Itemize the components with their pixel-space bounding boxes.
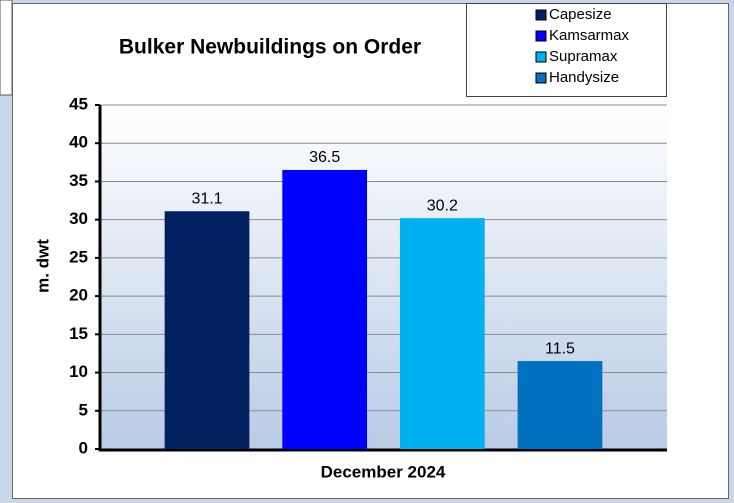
legend-swatch bbox=[535, 9, 547, 21]
y-tick-label: 30 bbox=[69, 209, 88, 228]
y-tick-label: 40 bbox=[69, 133, 88, 152]
bar bbox=[164, 211, 250, 449]
bar bbox=[399, 218, 485, 449]
legend-label: Supramax bbox=[549, 48, 618, 65]
x-axis-label: December 2024 bbox=[321, 462, 446, 481]
y-tick-label: 35 bbox=[69, 171, 88, 190]
legend-swatch bbox=[535, 72, 547, 84]
y-tick-label: 15 bbox=[69, 324, 88, 343]
bar bbox=[282, 169, 368, 449]
legend-label: Kamsarmax bbox=[549, 27, 630, 44]
legend-label: Capesize bbox=[549, 6, 612, 23]
y-tick-label: 5 bbox=[79, 400, 88, 419]
y-tick-label: 25 bbox=[69, 247, 88, 266]
legend-swatch bbox=[535, 30, 547, 42]
legend-swatch bbox=[535, 51, 547, 63]
y-tick-label: 45 bbox=[69, 94, 88, 113]
side-panel bbox=[0, 0, 13, 96]
bar bbox=[517, 361, 603, 449]
value-label: 30.2 bbox=[427, 197, 458, 214]
value-label: 11.5 bbox=[545, 340, 575, 357]
value-label: 36.5 bbox=[309, 149, 340, 166]
value-label: 31.1 bbox=[191, 190, 222, 207]
legend-label: Handysize bbox=[549, 69, 619, 86]
y-tick-label: 0 bbox=[79, 438, 88, 457]
y-tick-label: 10 bbox=[69, 362, 88, 381]
chart-title: Bulker Newbuildings on Order bbox=[119, 36, 421, 59]
legend-box bbox=[466, 3, 667, 97]
y-tick-label: 20 bbox=[69, 286, 88, 305]
y-axis-label: m. dwt bbox=[33, 239, 52, 293]
